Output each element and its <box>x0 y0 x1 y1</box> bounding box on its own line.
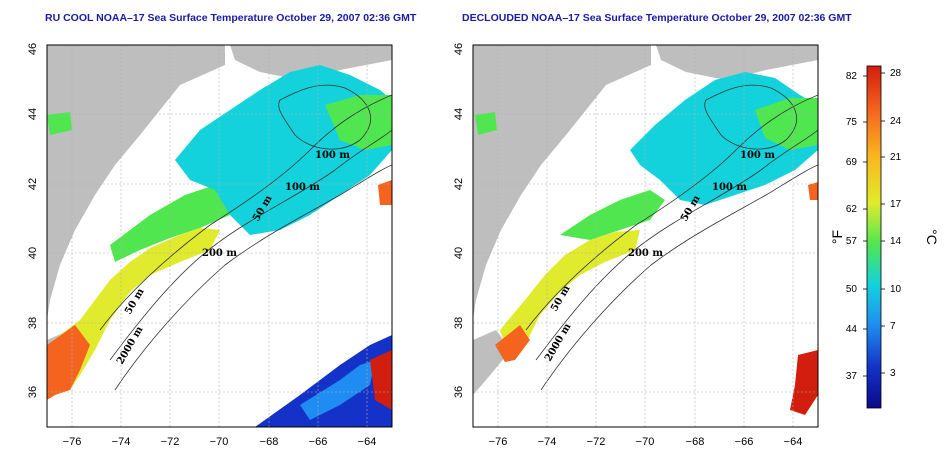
contour-line <box>99 94 392 331</box>
colorbar-c-label: 21 <box>890 152 902 163</box>
lat-tick-label: 44 <box>27 108 39 120</box>
land-area-north <box>230 45 392 80</box>
colorbar-c-label: 10 <box>890 284 902 295</box>
lon-tick-label: −66 <box>735 436 754 448</box>
sst-patch-green <box>110 185 240 262</box>
contour-line <box>525 94 818 331</box>
lat-tick-label: 46 <box>453 43 465 55</box>
sst-patch-orange-east <box>378 180 392 205</box>
sst-patch-blue-light <box>300 360 375 420</box>
lat-tick-label: 36 <box>453 386 465 398</box>
sst-patch-blue <box>255 335 392 427</box>
sst-patch-red <box>370 350 392 410</box>
lat-tick-label: 46 <box>27 43 39 55</box>
lon-tick-label: −72 <box>587 436 606 448</box>
sst-patch-green-ne <box>755 98 818 150</box>
contour-line <box>540 164 818 391</box>
sst-patch-orange <box>495 325 530 362</box>
colorbar-c-label: 14 <box>890 236 902 247</box>
sst-patch-green-west <box>47 112 72 135</box>
right-map-frame <box>472 44 819 428</box>
sst-patch-orange-east <box>808 182 818 200</box>
sst-patch-green-ne <box>325 95 392 150</box>
sst-patch-red <box>790 350 818 415</box>
left-lat-ticks: 36 38 40 42 44 46 <box>27 43 39 398</box>
lat-tick-label: 42 <box>453 178 465 190</box>
colorbar-f-label: 57 <box>846 236 858 247</box>
colorbar-unit-celsius: °C <box>924 229 940 245</box>
lon-tick-label: −64 <box>358 436 377 448</box>
lat-tick-label: 40 <box>453 247 465 259</box>
right-lon-ticks: −76 −74 −72 −70 −68 −66 −64 <box>489 436 803 448</box>
left-map-panel: 100 m 100 m 50 m 200 m 50 m 2000 m −76 −… <box>27 43 393 448</box>
right-panel-title: DECLOUDED NOAA–17 Sea Surface Temperatur… <box>462 12 852 24</box>
colorbar-fahrenheit-ticks <box>863 75 867 377</box>
contour-label-200m: 200 m <box>628 248 663 259</box>
left-map-frame <box>46 44 393 428</box>
lon-tick-label: −70 <box>636 436 655 448</box>
lon-tick-label: −72 <box>161 436 180 448</box>
lat-tick-label: 38 <box>27 317 39 329</box>
colorbar-unit-fahrenheit: °F <box>829 230 845 244</box>
lat-tick-label: 38 <box>453 317 465 329</box>
graticule <box>47 45 392 427</box>
lon-tick-label: −74 <box>112 436 131 448</box>
colorbar-celsius-ticks <box>881 72 885 374</box>
lon-tick-label: −74 <box>538 436 557 448</box>
contour-line <box>278 84 371 150</box>
contour-label-100m: 100 m <box>712 182 747 193</box>
contour-label-100m: 100 m <box>285 182 320 193</box>
colorbar: 82 75 69 62 57 50 44 37 28 24 21 17 14 1… <box>829 65 940 409</box>
lat-tick-label: 42 <box>27 178 39 190</box>
contour-label-200m: 200 m <box>202 248 237 259</box>
sst-patch-green-west <box>475 112 497 135</box>
contour-label-100m: 100 m <box>740 150 775 161</box>
lon-tick-label: −66 <box>309 436 328 448</box>
contour-label-100m: 100 m <box>315 150 350 161</box>
colorbar-c-label: 3 <box>890 368 896 379</box>
lon-tick-label: −76 <box>489 436 508 448</box>
lat-tick-label: 44 <box>453 108 465 120</box>
lon-tick-label: −68 <box>260 436 279 448</box>
colorbar-c-label: 28 <box>890 68 902 79</box>
colorbar-f-label: 69 <box>846 157 858 168</box>
colorbar-f-label: 75 <box>846 117 858 128</box>
sst-patch-green <box>560 190 665 240</box>
lat-tick-label: 36 <box>27 386 39 398</box>
graticule <box>473 45 818 427</box>
colorbar-f-label: 37 <box>846 371 858 382</box>
colorbar-f-label: 62 <box>846 204 858 215</box>
lon-tick-label: −68 <box>686 436 705 448</box>
lon-tick-label: −70 <box>210 436 229 448</box>
contour-line <box>109 129 392 361</box>
colorbar-f-label: 44 <box>846 324 858 335</box>
sst-patch-warm <box>47 228 220 390</box>
contour-line <box>535 129 818 361</box>
left-panel-title: RU COOL NOAA–17 Sea Surface Temperature … <box>45 12 417 24</box>
right-lat-ticks: 36 38 40 42 44 46 <box>453 43 465 398</box>
lat-tick-label: 40 <box>27 247 39 259</box>
colorbar-f-label: 50 <box>846 284 858 295</box>
left-lon-ticks: −76 −74 −72 −70 −68 −66 −64 <box>63 436 377 448</box>
colorbar-c-label: 7 <box>890 321 896 332</box>
lon-tick-label: −76 <box>63 436 82 448</box>
sst-patch-orange <box>47 325 90 400</box>
colorbar-c-label: 24 <box>890 116 902 127</box>
contour-line <box>114 164 392 391</box>
right-map-panel: 100 m 100 m 50 m 200 m 50 m 2000 m −76 −… <box>453 43 819 448</box>
colorbar-bar <box>866 65 882 409</box>
colorbar-c-label: 17 <box>890 199 902 210</box>
contour-line <box>704 84 797 150</box>
colorbar-f-label: 82 <box>846 71 858 82</box>
lon-tick-label: −64 <box>784 436 803 448</box>
land-area-north <box>656 45 818 80</box>
